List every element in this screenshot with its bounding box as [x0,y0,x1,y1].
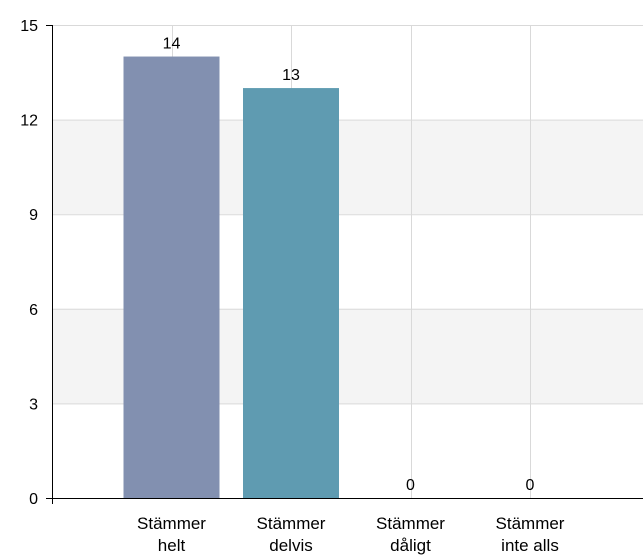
y-tick-label: 6 [29,302,38,319]
x-tick-label: dåligt [390,536,431,555]
data-label-3: 0 [526,477,535,494]
bars [123,56,339,499]
x-tick-label: delvis [269,536,312,555]
data-label-2: 0 [406,477,415,494]
axes [46,25,643,504]
labels: 14 13 0 0 0 3 6 9 12 15 Stämmer helt Stämmer delvis St… [20,18,565,555]
data-label-0: 14 [163,36,181,53]
y-tick-label: 3 [29,396,38,413]
x-tick-label: Stämmer [137,514,206,533]
x-tick-label: Stämmer [376,514,445,533]
x-tick-label: Stämmer [257,514,326,533]
y-tick-label: 9 [29,207,38,224]
x-tick-label: Stämmer [496,514,565,533]
y-tick-label: 0 [29,491,38,508]
y-tick-label: 15 [20,18,38,35]
bar-1 [243,88,339,499]
data-label-1: 13 [282,67,300,84]
y-tick-label: 12 [20,113,38,130]
bar-0 [123,56,220,499]
x-tick-label: inte alls [501,536,559,555]
x-tick-label: helt [158,536,186,555]
